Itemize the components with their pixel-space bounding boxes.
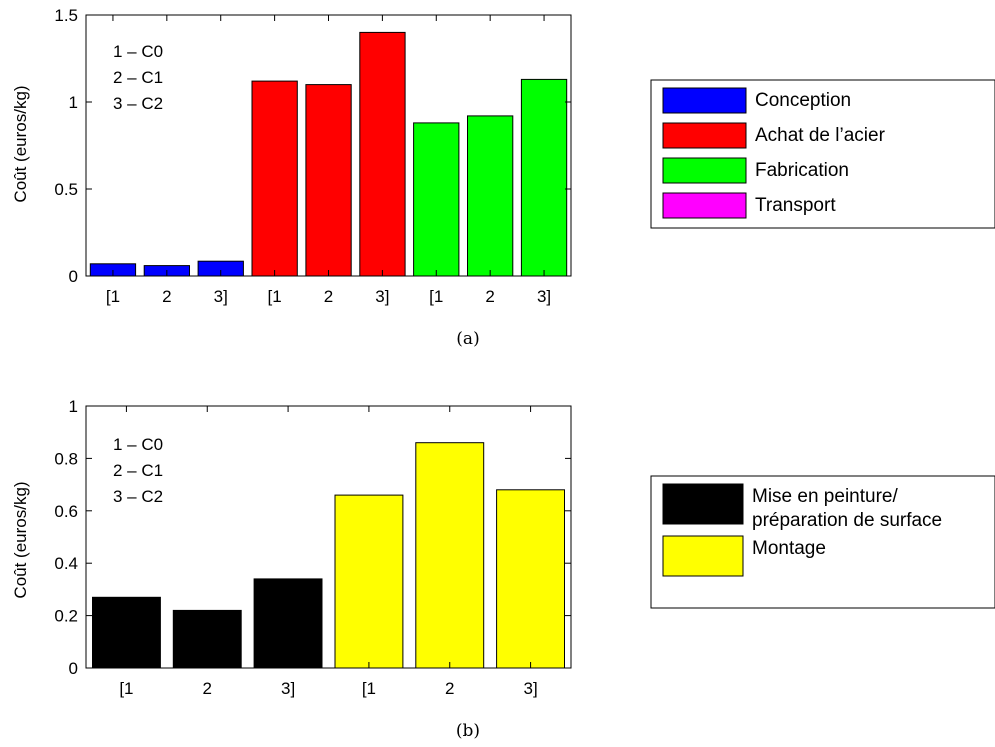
- x-tick-label: 2: [445, 679, 454, 698]
- y-tick-label: 0.8: [54, 449, 78, 468]
- bar: [92, 596, 161, 669]
- x-tick-label: [1: [119, 679, 133, 698]
- x-tick-label: 3]: [214, 287, 228, 306]
- annotation-line-2: 2 – C1: [113, 68, 163, 87]
- x-tick-label: [1: [429, 287, 443, 306]
- y-tick-label: 0.2: [54, 607, 78, 626]
- legend-swatch: [662, 483, 744, 525]
- legend-label: Transport: [755, 195, 836, 216]
- plot-frame: [85, 405, 572, 669]
- legend-label: Conception: [755, 90, 851, 111]
- caption-a: (a): [456, 329, 479, 349]
- x-tick-label: 2: [485, 287, 494, 306]
- x-tick-label: [1: [362, 679, 376, 698]
- x-tick-label: 3]: [523, 679, 537, 698]
- y-axis-label: Coût (euros/kg): [11, 481, 30, 598]
- x-tick-label: 3]: [537, 287, 551, 306]
- legend-a: Conception Achat de l’acier Fabrication Tra…: [650, 79, 995, 229]
- bar: [359, 31, 406, 277]
- bar: [305, 84, 352, 277]
- legend-swatch: [662, 535, 744, 577]
- legend-label: Montage: [752, 538, 826, 559]
- x-tick-label: [1: [268, 287, 282, 306]
- legend-swatch: [662, 87, 747, 114]
- bar: [467, 115, 514, 277]
- legend-label: Fabrication: [755, 160, 849, 181]
- y-tick-label: 0.4: [54, 554, 78, 573]
- annotation-line-1: 1 – C0: [113, 42, 163, 61]
- bar: [413, 122, 460, 277]
- bar: [251, 80, 298, 277]
- bar: [496, 489, 566, 669]
- x-tick-label: 3]: [281, 679, 295, 698]
- chart-a: Coût (euros/kg) 1 – C0 2 – C1 3 – C2 (a)…: [11, 6, 572, 349]
- y-tick-label: 0: [69, 267, 78, 286]
- y-tick-label: 1: [69, 93, 78, 112]
- x-tick-label: 3]: [375, 287, 389, 306]
- y-axis-label: Coût (euros/kg): [11, 85, 30, 202]
- bar: [172, 609, 242, 669]
- y-tick-label: 1: [69, 397, 78, 416]
- y-tick-label: 0.6: [54, 502, 78, 521]
- caption-b: (b): [456, 721, 480, 741]
- legend-b: Mise en peinture/préparation de surface M…: [650, 475, 995, 609]
- y-tick-label: 0.5: [54, 180, 78, 199]
- x-tick-label: [1: [106, 287, 120, 306]
- y-tick-label: 0: [69, 659, 78, 678]
- bar: [520, 78, 568, 277]
- legend-swatch: [662, 157, 747, 184]
- y-tick-label: 1.5: [54, 6, 78, 25]
- legend-swatch: [662, 192, 747, 219]
- annotation-line-3: 3 – C2: [113, 487, 163, 506]
- legend-swatch: [662, 122, 747, 149]
- x-tick-label: 2: [162, 287, 171, 306]
- annotation-line-1: 1 – C0: [113, 435, 163, 454]
- annotation-line-3: 3 – C2: [113, 94, 163, 113]
- legend-label: Mise en peinture/: [752, 486, 898, 507]
- x-tick-label: 2: [324, 287, 333, 306]
- bar: [253, 578, 323, 669]
- bar: [334, 494, 404, 669]
- x-tick-label: 2: [203, 679, 212, 698]
- legend-label: préparation de surface: [752, 510, 942, 531]
- chart-b: Coût (euros/kg) 1 – C0 2 – C1 3 – C2 (b)…: [11, 397, 572, 741]
- legend-label: Achat de l’acier: [755, 125, 886, 146]
- annotation-line-2: 2 – C1: [113, 461, 163, 480]
- bar: [415, 442, 485, 669]
